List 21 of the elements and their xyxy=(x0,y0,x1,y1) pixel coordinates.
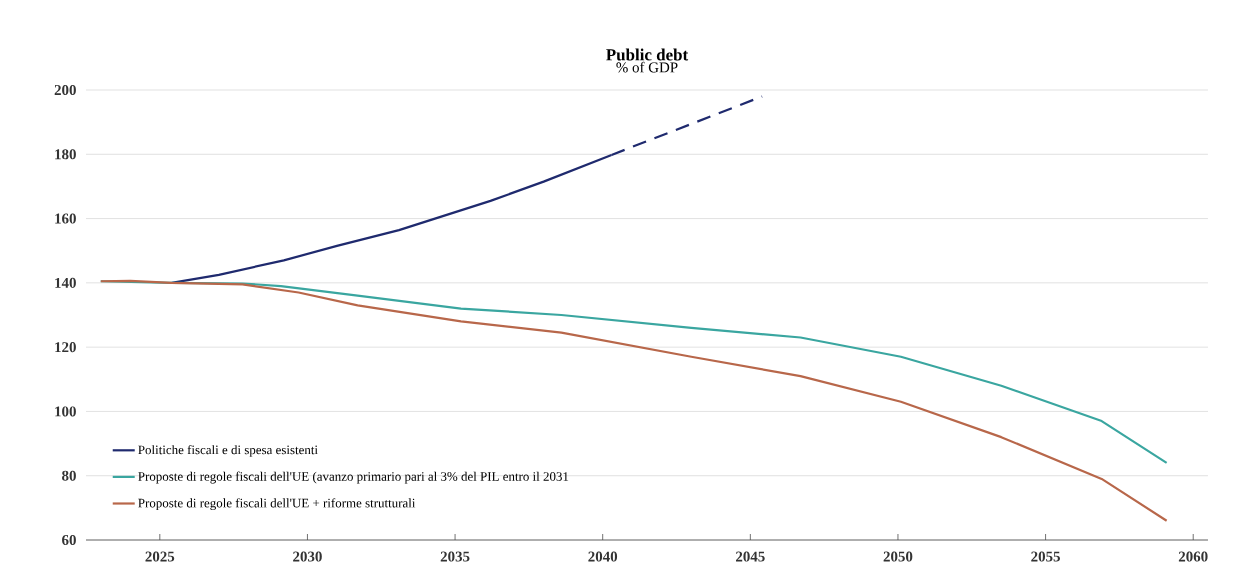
chart-subtitle: % of GDP xyxy=(616,61,678,73)
legend-label: Politiche fiscali e di spesa esistenti xyxy=(138,445,318,457)
x-tick-label: 2040 xyxy=(588,551,618,562)
x-tick-label: 2025 xyxy=(145,551,175,562)
x-tick-label: 2045 xyxy=(736,551,765,562)
y-tick-label: 120 xyxy=(55,342,76,353)
chart-title: Public debt xyxy=(606,48,689,61)
x-tick-label: 2030 xyxy=(293,551,322,562)
y-tick-label: 140 xyxy=(55,277,76,288)
x-tick-label: 2035 xyxy=(440,551,470,562)
y-tick-label: 80 xyxy=(62,470,76,481)
y-tick-label: 160 xyxy=(55,213,76,224)
legend-label: Proposte di regole fiscali dell'UE (avanzo primario pari al 3% del PIL entro il 2031 xyxy=(138,471,569,484)
x-tick-label: 2055 xyxy=(1031,551,1060,562)
y-tick-label: 60 xyxy=(62,534,76,546)
y-tick-label: 200 xyxy=(54,84,76,96)
y-tick-label: 100 xyxy=(55,406,76,417)
x-tick-label: 2050 xyxy=(883,551,913,562)
x-tick-label: 2060 xyxy=(1178,551,1208,562)
legend-label: Proposte di regole fiscali dell'UE + riforme strutturali xyxy=(138,498,416,511)
y-tick-label: 180 xyxy=(55,149,76,160)
